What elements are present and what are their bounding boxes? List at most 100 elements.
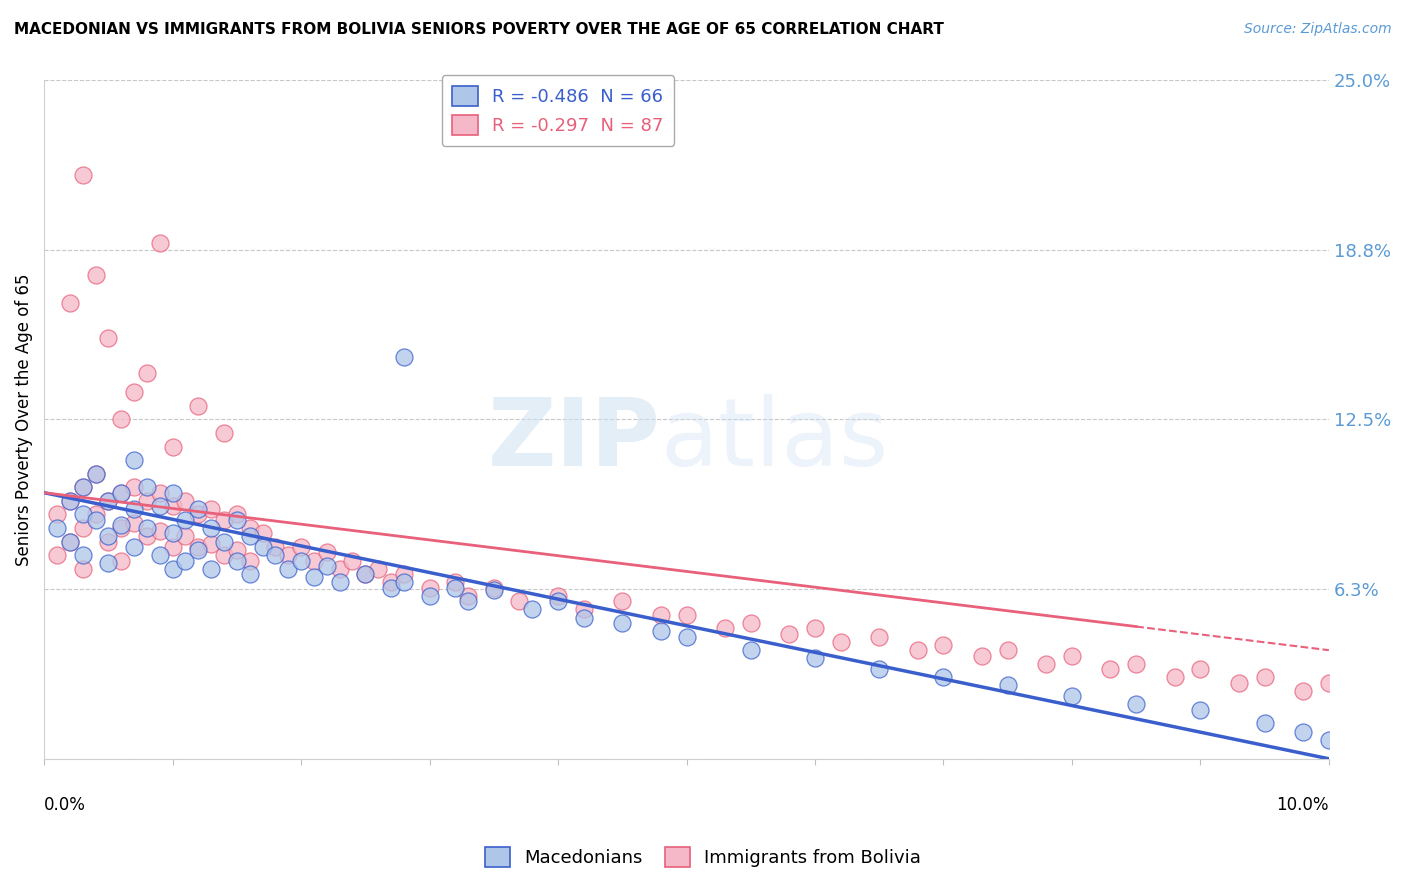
Point [547, 589, 569, 603]
Point [1227, 675, 1250, 690]
Point [72, 480, 94, 494]
Point [110, 485, 132, 500]
Point [212, 534, 235, 549]
Point [380, 575, 402, 590]
Point [778, 627, 800, 641]
Point [997, 678, 1019, 692]
Point [1292, 684, 1315, 698]
Point [239, 567, 262, 582]
Point [1060, 690, 1083, 704]
Point [72, 548, 94, 562]
Point [72, 521, 94, 535]
Legend: R = -0.486  N = 66, R = -0.297  N = 87: R = -0.486 N = 66, R = -0.297 N = 87 [441, 76, 675, 146]
Point [997, 643, 1019, 657]
Point [419, 581, 441, 595]
Point [508, 594, 530, 608]
Point [714, 622, 737, 636]
Point [84, 513, 107, 527]
Point [84, 508, 107, 522]
Point [174, 529, 197, 543]
Point [804, 651, 827, 665]
Point [1317, 732, 1340, 747]
Point [225, 513, 247, 527]
Text: 10.0%: 10.0% [1277, 797, 1329, 814]
Point [1317, 675, 1340, 690]
Point [1292, 724, 1315, 739]
Point [174, 513, 197, 527]
Point [110, 518, 132, 533]
Point [187, 508, 209, 522]
Point [315, 545, 337, 559]
Point [392, 350, 415, 364]
Point [1125, 657, 1147, 671]
Point [264, 540, 287, 554]
Point [907, 643, 929, 657]
Point [162, 485, 184, 500]
Point [1164, 670, 1187, 684]
Point [200, 562, 222, 576]
Point [135, 493, 157, 508]
Point [329, 575, 352, 590]
Point [277, 562, 299, 576]
Point [149, 524, 172, 538]
Point [97, 493, 120, 508]
Point [1099, 662, 1122, 676]
Point [522, 602, 544, 616]
Point [1253, 670, 1275, 684]
Point [162, 562, 184, 576]
Legend: Macedonians, Immigrants from Bolivia: Macedonians, Immigrants from Bolivia [478, 839, 928, 874]
Point [225, 508, 247, 522]
Point [122, 385, 145, 400]
Point [59, 493, 82, 508]
Point [187, 399, 209, 413]
Point [97, 331, 120, 345]
Point [187, 540, 209, 554]
Text: ZIP: ZIP [488, 393, 661, 486]
Point [72, 480, 94, 494]
Point [252, 540, 274, 554]
Point [149, 485, 172, 500]
Point [212, 548, 235, 562]
Point [740, 615, 762, 630]
Point [135, 529, 157, 543]
Point [200, 521, 222, 535]
Point [212, 425, 235, 440]
Point [122, 502, 145, 516]
Point [72, 168, 94, 182]
Point [329, 562, 352, 576]
Point [290, 553, 312, 567]
Text: 0.0%: 0.0% [44, 797, 86, 814]
Point [162, 540, 184, 554]
Point [59, 534, 82, 549]
Point [84, 467, 107, 481]
Point [392, 567, 415, 582]
Point [367, 562, 389, 576]
Point [392, 575, 415, 590]
Point [290, 540, 312, 554]
Point [97, 556, 120, 570]
Point [46, 548, 69, 562]
Point [970, 648, 993, 663]
Point [675, 607, 697, 622]
Point [84, 268, 107, 283]
Point [740, 643, 762, 657]
Point [149, 548, 172, 562]
Point [122, 516, 145, 530]
Point [46, 521, 69, 535]
Point [162, 526, 184, 541]
Point [97, 529, 120, 543]
Point [547, 594, 569, 608]
Point [315, 559, 337, 574]
Point [110, 412, 132, 426]
Point [264, 548, 287, 562]
Point [59, 295, 82, 310]
Text: Source: ZipAtlas.com: Source: ZipAtlas.com [1244, 22, 1392, 37]
Point [277, 548, 299, 562]
Point [187, 542, 209, 557]
Point [200, 502, 222, 516]
Point [650, 607, 672, 622]
Point [482, 583, 505, 598]
Point [174, 493, 197, 508]
Point [650, 624, 672, 639]
Point [572, 602, 595, 616]
